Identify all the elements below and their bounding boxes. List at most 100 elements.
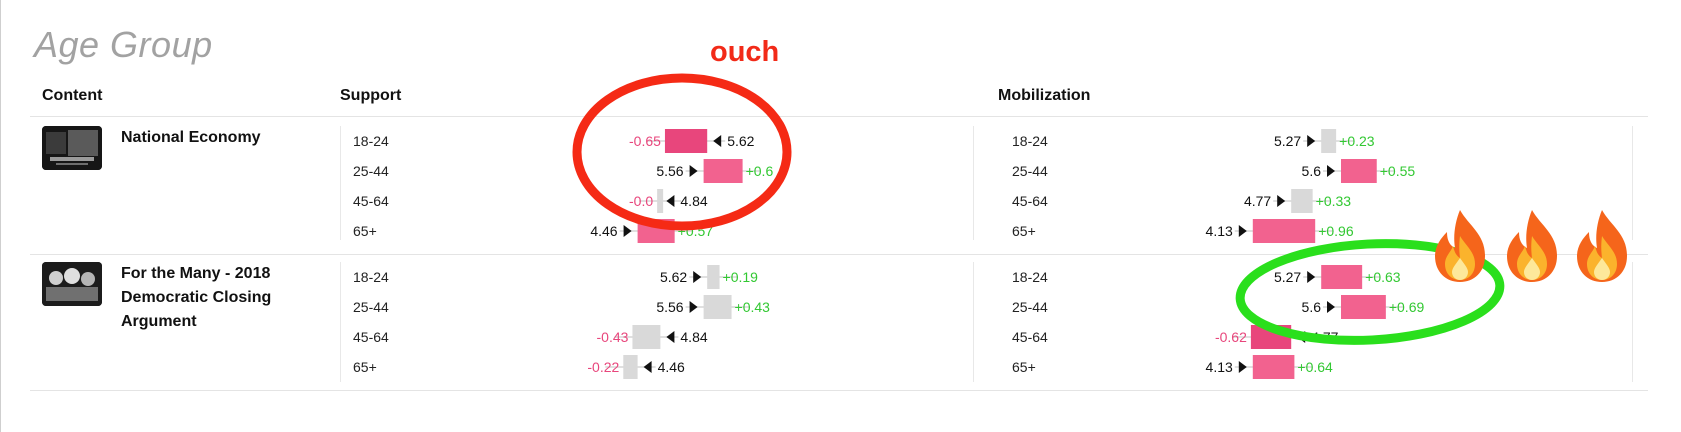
baseline-arrow-icon [1307, 271, 1316, 283]
mobilization-column-header: Mobilization [998, 87, 1091, 104]
change-bar [707, 265, 720, 289]
change-bar [623, 355, 638, 379]
change-value-label: +0.6 [746, 163, 774, 179]
baseline-arrow-icon [689, 165, 698, 177]
age-group-label: 45-64 [1012, 329, 1048, 345]
change-bar [703, 159, 743, 183]
age-group-label: 18-24 [1012, 133, 1048, 149]
thumbnail-image-icon [42, 126, 102, 170]
baseline-arrow-icon [643, 361, 652, 373]
baseline-value-label: 5.56 [656, 163, 683, 179]
baseline-arrow-icon [1327, 301, 1335, 313]
change-value-label: +0.64 [1297, 359, 1333, 375]
left-frame-border [0, 0, 1, 432]
content-title-line: Democratic Closing [121, 289, 272, 306]
content-column-header: Content [42, 87, 103, 104]
change-bar [1252, 355, 1295, 379]
mobilization-panel-right-border [1632, 126, 1633, 240]
content-title-line: Argument [121, 313, 197, 330]
baseline-arrow-icon [1327, 165, 1335, 177]
change-bar [664, 129, 708, 153]
baseline-value-label: 5.6 [1302, 163, 1322, 179]
table-bottom-divider [30, 390, 1648, 391]
content-title-line: For the Many - 2018 [121, 265, 271, 282]
row-divider [30, 254, 1648, 255]
green-ellipse [1235, 239, 1505, 345]
baseline-value-label: 5.62 [727, 133, 754, 149]
baseline-value-label: 4.84 [680, 193, 707, 209]
baseline-value-label: 4.46 [658, 359, 685, 375]
content-title: National Economy [121, 126, 261, 150]
red-ellipse [572, 73, 792, 231]
age-group-label: 18-24 [353, 133, 389, 149]
change-value-label: +0.33 [1316, 193, 1352, 209]
baseline-value-label: 4.13 [1206, 359, 1233, 375]
change-bar [1252, 219, 1316, 243]
baseline-value-label: 4.13 [1206, 223, 1233, 239]
age-group-label: 45-64 [353, 193, 389, 209]
support-panel-right-border [973, 126, 974, 240]
baseline-value-label: 5.56 [656, 299, 683, 315]
age-group-label: 18-24 [353, 269, 389, 285]
change-bar [1321, 129, 1337, 153]
content-title-line: National Economy [121, 129, 261, 146]
header-divider [30, 116, 1648, 117]
age-group-label: 65+ [353, 359, 377, 375]
baseline-arrow-icon [689, 301, 698, 313]
age-group-label: 25-44 [353, 299, 389, 315]
baseline-arrow-icon [666, 195, 675, 207]
baseline-arrow-icon [693, 271, 702, 283]
page-title: Age Group [34, 24, 213, 65]
baseline-value-label: 5.27 [1274, 269, 1301, 285]
change-value-label: +0.19 [723, 269, 759, 285]
change-value-label: -0.43 [597, 329, 629, 345]
change-bar [703, 295, 732, 319]
baseline-arrow-icon [713, 135, 722, 147]
ouch-annotation: ouch [710, 36, 780, 68]
support-panel-left-border [340, 126, 341, 240]
age-group-label: 25-44 [1012, 163, 1048, 179]
change-value-label: +0.63 [1365, 269, 1401, 285]
change-bar [657, 189, 664, 213]
support-panel-right-border [973, 262, 974, 382]
change-bar [1291, 189, 1313, 213]
change-bar [632, 325, 661, 349]
baseline-value-label: 5.27 [1274, 133, 1301, 149]
baseline-value-label: 5.6 [1302, 299, 1322, 315]
video-thumbnail[interactable] [42, 262, 102, 306]
age-group-label: 65+ [1012, 223, 1036, 239]
age-group-label: 45-64 [1012, 193, 1048, 209]
baseline-arrow-icon [666, 331, 675, 343]
baseline-arrow-icon [1307, 135, 1316, 147]
fire-icon [1435, 210, 1485, 282]
baseline-arrow-icon [1277, 195, 1286, 207]
baseline-arrow-icon [1238, 361, 1247, 373]
change-bar [1341, 159, 1377, 183]
fire-icon [1577, 210, 1627, 282]
age-group-label: 18-24 [1012, 269, 1048, 285]
baseline-value-label: 4.84 [680, 329, 707, 345]
age-group-label: 25-44 [1012, 299, 1048, 315]
baseline-arrow-icon [1238, 225, 1247, 237]
change-bar [1321, 265, 1363, 289]
video-thumbnail[interactable] [42, 126, 102, 170]
age-group-label: 45-64 [353, 329, 389, 345]
change-value-label: -0.22 [587, 359, 619, 375]
change-value-label: +0.55 [1380, 163, 1416, 179]
age-group-label: 65+ [1012, 359, 1036, 375]
change-value-label: -0.65 [629, 133, 661, 149]
content-title: For the Many - 2018 Democratic Closing A… [121, 262, 271, 334]
change-value-label: -0.62 [1215, 329, 1247, 345]
change-value-label: +0.69 [1389, 299, 1425, 315]
fire-icon [1507, 210, 1557, 282]
change-value-label: -0.0 [629, 193, 653, 209]
baseline-value-label: 5.62 [660, 269, 687, 285]
age-group-label: 25-44 [353, 163, 389, 179]
support-panel-left-border [340, 262, 341, 382]
baseline-value-label: 4.77 [1244, 193, 1271, 209]
change-value-label: +0.96 [1318, 223, 1354, 239]
mobilization-panel-right-border [1632, 262, 1633, 382]
change-value-label: +0.43 [735, 299, 771, 315]
baseline-arrow-icon [623, 225, 632, 237]
